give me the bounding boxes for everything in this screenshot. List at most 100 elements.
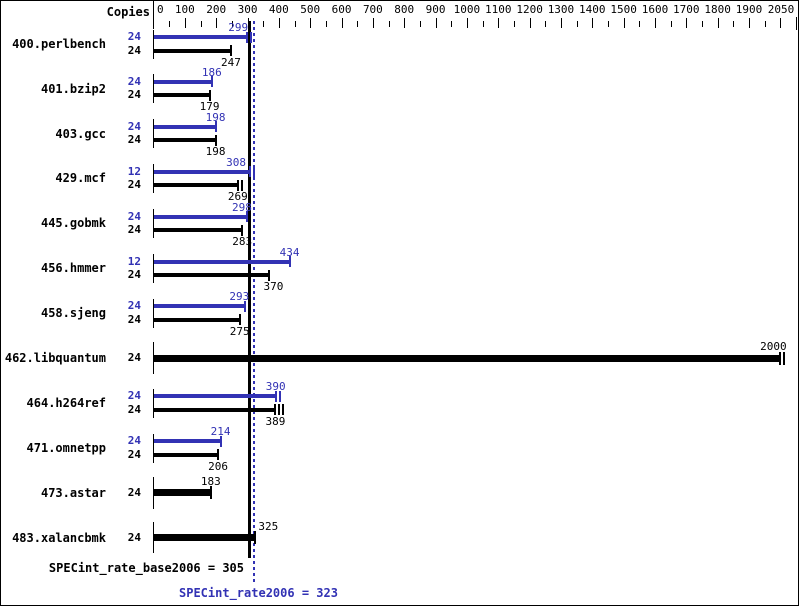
base-bar — [154, 183, 238, 188]
peak-copies-value: 24 — [127, 74, 141, 88]
x-axis-tick — [576, 21, 578, 27]
peak-value-label: 299 — [228, 21, 249, 34]
base-bar — [154, 452, 219, 457]
base-value-label: 325 — [258, 519, 279, 533]
copies-column-header: Copies — [106, 5, 150, 19]
x-axis-tick — [733, 21, 735, 27]
x-axis-tick — [231, 21, 233, 27]
base-bar — [154, 228, 243, 233]
x-axis-tick — [545, 21, 547, 27]
peak-copies-value: 24 — [127, 209, 141, 223]
x-axis-tick — [357, 21, 359, 27]
x-axis-tick — [780, 18, 782, 28]
x-axis-tick — [278, 18, 280, 28]
x-axis-tick-label: 1400 — [579, 3, 606, 16]
x-axis-tick — [482, 21, 484, 27]
copies-value: 24 — [127, 530, 141, 544]
base-end-marker — [209, 486, 212, 500]
base-copies-value: 24 — [127, 88, 141, 102]
benchmark-baseline — [153, 119, 154, 149]
x-axis-tick — [639, 21, 641, 27]
x-axis-tick-label: 1600 — [641, 3, 669, 16]
benchmark-baseline — [153, 521, 154, 554]
peak-bar — [154, 35, 248, 39]
base-end-marker — [236, 179, 239, 191]
peak-copies-value: 24 — [127, 434, 141, 448]
base-end-marker — [240, 179, 243, 191]
x-axis-tick — [404, 18, 406, 28]
base-bar — [154, 489, 211, 497]
peak-value-label: 186 — [201, 65, 222, 79]
benchmark-baseline — [153, 388, 154, 418]
base-copies-value: 24 — [127, 178, 141, 192]
x-axis-tick — [372, 18, 374, 28]
benchmark-baseline — [153, 209, 154, 239]
peak-end-marker — [245, 211, 248, 223]
base-value-label: 179 — [199, 100, 220, 114]
x-axis-tick — [764, 21, 766, 27]
x-axis-tick — [169, 21, 171, 27]
x-axis-tick-label: 1100 — [485, 3, 512, 16]
peak-copies-value: 24 — [127, 389, 141, 403]
base-bar — [154, 48, 231, 53]
benchmark-label: 483.xalancbmk — [12, 530, 106, 545]
x-axis-tick — [216, 18, 218, 28]
peak-bar — [154, 304, 246, 309]
base-value-label: 269 — [227, 190, 248, 204]
copies-value: 24 — [127, 485, 141, 499]
x-axis-tick — [466, 18, 468, 28]
base-value-label: 206 — [208, 459, 228, 473]
x-axis-tick — [184, 18, 186, 28]
benchmark-baseline — [153, 477, 154, 509]
x-axis-tick-label: 1000 — [453, 3, 481, 16]
peak-rate-reference-line — [253, 21, 256, 584]
x-axis-tick-label: 800 — [394, 3, 415, 16]
base-bar — [154, 317, 240, 322]
base-end-marker — [282, 404, 285, 416]
benchmark-label: 403.gcc — [55, 126, 106, 141]
base-end-marker — [229, 45, 232, 56]
base-copies-value: 24 — [127, 43, 141, 57]
x-axis-tick-label: 1900 — [735, 3, 763, 16]
base-value-label: 198 — [205, 145, 226, 159]
peak-bar — [154, 394, 276, 399]
peak-value-label: 308 — [226, 155, 246, 169]
x-axis-tick-label: 1300 — [547, 3, 575, 16]
x-axis-tick — [310, 18, 312, 28]
x-axis-tick — [701, 21, 703, 27]
peak-end-marker — [210, 76, 213, 88]
base-end-marker — [278, 404, 281, 416]
peak-end-marker — [246, 31, 249, 43]
peak-rate-summary-label: SPECint_rate2006 = 323 — [179, 586, 338, 600]
x-axis-tick-label: 900 — [425, 3, 446, 16]
base-value-label: 247 — [220, 55, 241, 69]
base-copies-value: 24 — [127, 402, 141, 416]
x-axis-tick — [748, 18, 750, 28]
base-bar — [154, 273, 270, 277]
x-axis-tick — [513, 21, 515, 27]
peak-end-marker — [278, 390, 281, 402]
copies-value: 24 — [127, 351, 141, 365]
x-axis-tick — [263, 21, 265, 27]
x-axis-tick-label: 0 — [157, 3, 164, 16]
x-axis-tick-label: 100 — [174, 3, 195, 16]
peak-end-marker — [250, 31, 253, 43]
peak-end-marker — [249, 166, 252, 178]
benchmark-baseline — [153, 254, 154, 283]
benchmark-baseline — [153, 342, 154, 374]
x-axis-tick — [451, 21, 453, 27]
x-axis-tick-label: 700 — [362, 3, 383, 16]
peak-end-marker — [219, 435, 222, 447]
base-end-marker — [238, 314, 241, 326]
peak-bar — [154, 439, 221, 444]
peak-copies-value: 24 — [127, 299, 141, 313]
peak-copies-value: 24 — [127, 119, 141, 133]
x-axis-tick — [607, 21, 609, 27]
x-axis-tick — [560, 18, 562, 28]
axis-origin-line — [153, 1, 154, 29]
x-axis-tick — [717, 18, 719, 28]
peak-bar — [154, 79, 212, 84]
peak-bar — [154, 124, 216, 129]
benchmark-label: 401.bzip2 — [40, 81, 106, 96]
benchmark-label: 456.hmmer — [40, 261, 106, 276]
